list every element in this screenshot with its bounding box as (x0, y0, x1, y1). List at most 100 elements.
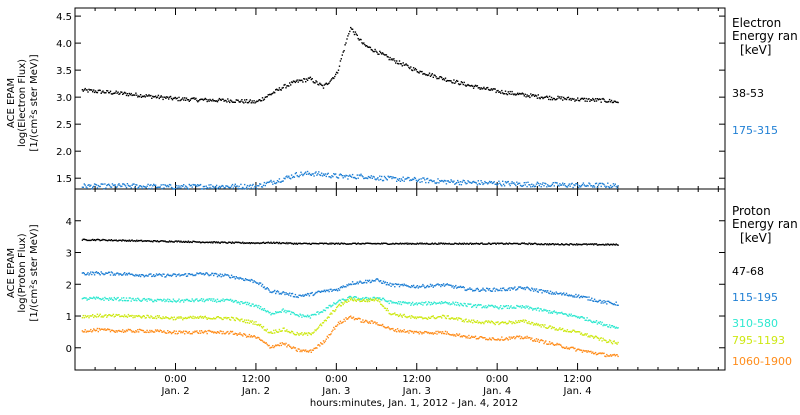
electron-point (373, 176, 375, 178)
proton-point (514, 242, 516, 245)
proton-point (225, 299, 227, 301)
proton-point (471, 243, 473, 245)
proton-point (104, 314, 106, 316)
proton-point (282, 343, 284, 345)
proton-point (500, 287, 502, 290)
electron-point (85, 89, 87, 91)
proton-point (402, 284, 404, 287)
proton-point (386, 282, 388, 284)
proton-point (452, 301, 454, 303)
proton-point (276, 344, 279, 346)
electron-point (459, 181, 462, 183)
proton-point (224, 241, 226, 243)
proton-point (460, 243, 463, 245)
electron-point (123, 183, 125, 185)
proton-point (186, 241, 189, 243)
proton-point (586, 333, 588, 335)
proton-point (368, 300, 371, 303)
proton-point (528, 321, 530, 323)
proton-point (450, 317, 452, 320)
electron-point (249, 184, 251, 186)
proton-point (215, 316, 218, 319)
proton-point (89, 296, 91, 299)
proton-point (210, 274, 212, 276)
proton-point (335, 289, 337, 291)
electron-point (610, 186, 613, 189)
proton-point (181, 317, 183, 319)
electron-point (567, 184, 570, 187)
electron-point (290, 84, 292, 86)
proton-point (149, 329, 151, 332)
proton-point (301, 295, 303, 297)
proton-point (614, 304, 616, 306)
proton-point (193, 331, 195, 334)
proton-point (531, 337, 533, 339)
electron-point (372, 175, 374, 178)
electron-point (259, 183, 261, 185)
proton-point (285, 292, 287, 294)
proton-point (509, 306, 511, 308)
proton-point (513, 322, 515, 324)
electron-point (527, 95, 529, 98)
proton-point (429, 317, 432, 319)
electron-point (311, 173, 313, 175)
electron-y-tick-label: 3.0 (56, 93, 72, 104)
proton-point (382, 297, 385, 300)
proton-point (590, 350, 592, 353)
proton-point (380, 298, 382, 301)
proton-point (118, 314, 120, 316)
proton-point (423, 285, 425, 287)
electron-point (232, 101, 235, 103)
electron-point (462, 179, 464, 182)
electron-point (422, 73, 424, 75)
proton-point (411, 315, 413, 317)
electron-point (481, 88, 483, 90)
proton-point (354, 299, 357, 301)
proton-point (405, 316, 407, 318)
proton-point (342, 285, 344, 287)
proton-point (274, 289, 276, 292)
proton-point (182, 299, 184, 301)
electron-point (231, 183, 234, 186)
proton-point (153, 317, 155, 319)
proton-point (474, 335, 477, 337)
electron-point (328, 82, 330, 84)
electron-point (380, 178, 382, 181)
proton-point (456, 243, 458, 245)
proton-point (359, 243, 361, 245)
electron-point (276, 180, 279, 182)
electron-point (221, 98, 223, 100)
proton-point (426, 332, 429, 334)
electron-point (347, 35, 349, 37)
electron-point (111, 183, 114, 185)
proton-point (536, 307, 539, 309)
proton-point (270, 314, 272, 316)
electron-point (86, 187, 88, 189)
electron-point (84, 184, 86, 186)
proton-point (509, 289, 511, 291)
electron-point (260, 100, 263, 102)
electron-point (383, 175, 386, 178)
proton-point (613, 243, 615, 246)
proton-point (315, 242, 317, 245)
electron-point (348, 175, 350, 177)
proton-point (294, 243, 297, 245)
proton-point (464, 319, 466, 321)
electron-point (536, 181, 539, 183)
proton-point (553, 310, 555, 312)
proton-point (292, 243, 295, 245)
proton-point (473, 304, 476, 307)
proton-point (616, 343, 618, 345)
proton-point (227, 299, 229, 301)
electron-point (230, 100, 233, 102)
proton-point (221, 333, 223, 335)
electron-point (556, 182, 558, 184)
proton-point (610, 325, 613, 327)
proton-point (379, 280, 381, 283)
proton-point (257, 324, 259, 326)
proton-point (606, 324, 608, 326)
proton-point (122, 239, 124, 241)
electron-point (476, 85, 479, 87)
proton-point (135, 298, 137, 300)
proton-point (208, 317, 210, 320)
